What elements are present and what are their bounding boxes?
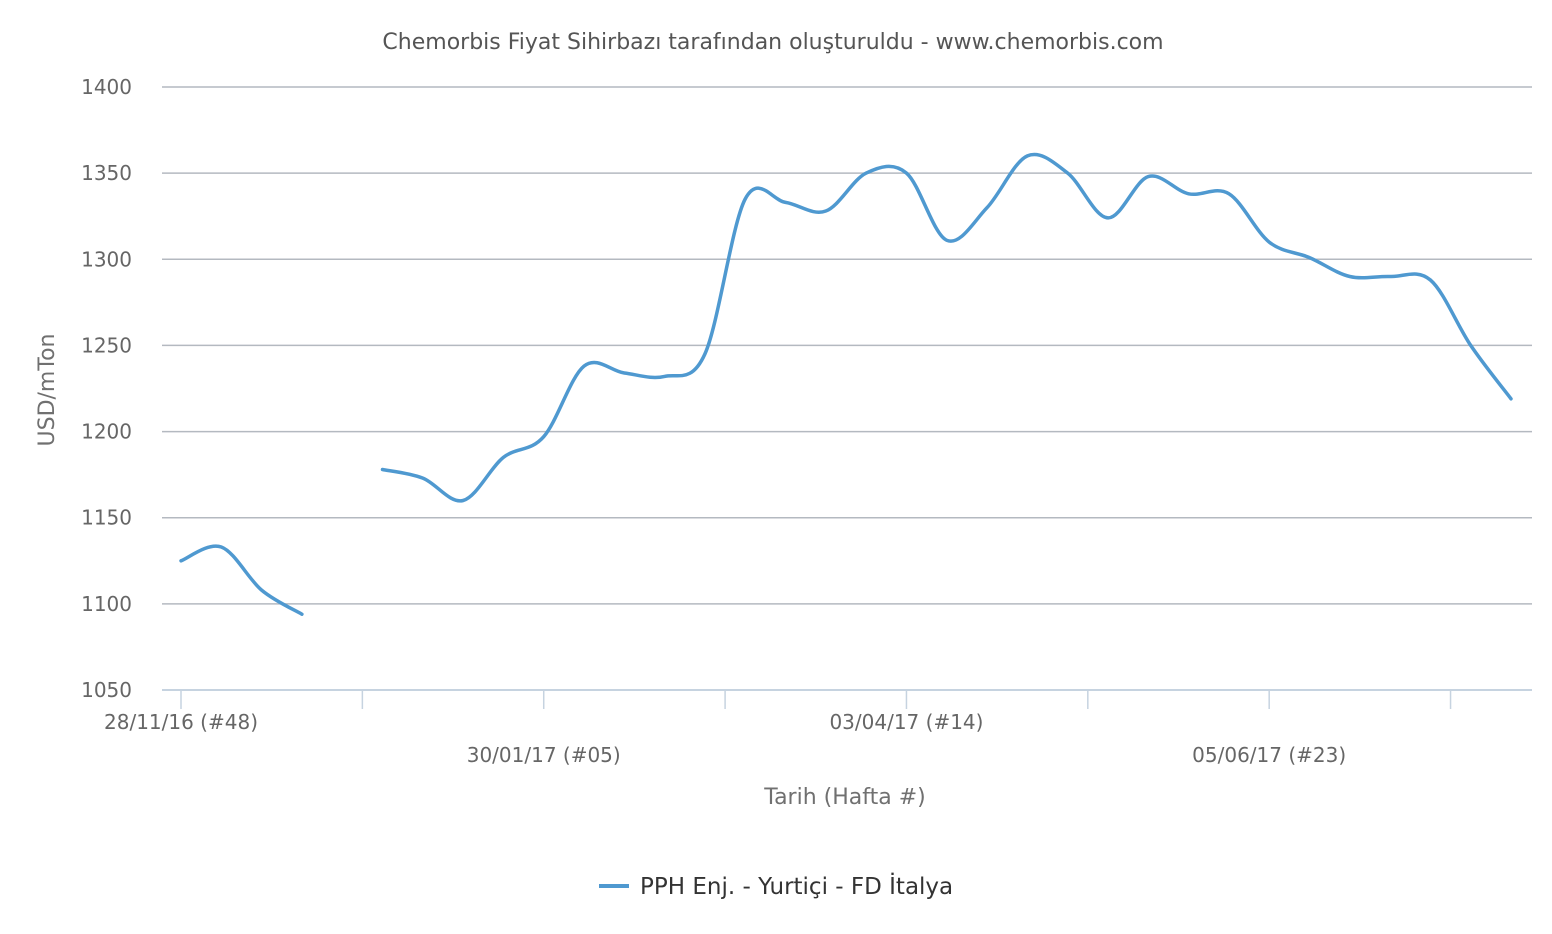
x-tick-label: 03/04/17 (#14) [829,710,983,734]
y-axis-title: USD/mTon [35,334,60,447]
y-tick-label: 1200 [81,420,132,444]
y-tick-label: 1050 [81,678,132,702]
y-axis-tick-labels: 1050 1100 1150 1200 1250 1300 1350 1400 [81,75,132,702]
y-tick-label: 1100 [81,592,132,616]
legend-label: PPH Enj. - Yurtiçi - FD İtalya [640,872,953,900]
y-tick-label: 1350 [81,161,132,185]
x-tick-label: 05/06/17 (#23) [1192,743,1346,767]
x-tick-label: 28/11/16 (#48) [104,710,258,734]
x-axis-tick-labels: 28/11/16 (#48) 30/01/17 (#05) 03/04/17 (#1… [104,710,1346,767]
x-axis-ticks [180,690,1452,709]
x-tick-label: 30/01/17 (#05) [467,743,621,767]
grid-lines [162,86,1532,605]
y-tick-label: 1250 [81,333,132,357]
y-tick-label: 1150 [81,506,132,530]
chart-subtitle: Chemorbis Fiyat Sihirbazı tarafından olu… [382,30,1163,55]
series-lines [179,152,1513,616]
y-tick-label: 1300 [81,247,132,271]
series-line[interactable] [380,152,1513,503]
legend[interactable]: PPH Enj. - Yurtiçi - FD İtalya [599,872,953,900]
x-axis-title: Tarih (Hafta #) [763,785,925,810]
series-line[interactable] [179,544,304,616]
y-tick-label: 1400 [81,75,132,99]
